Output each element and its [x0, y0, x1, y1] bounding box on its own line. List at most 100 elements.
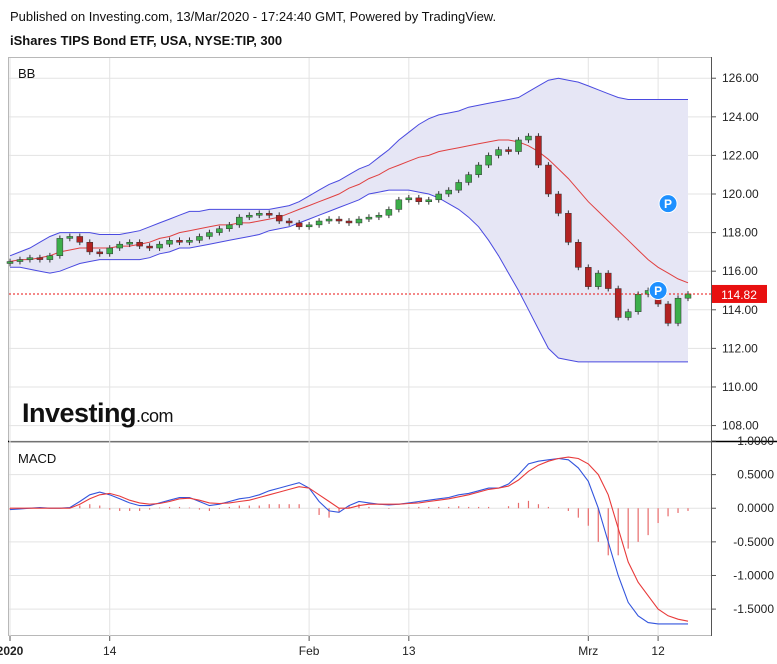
candle[interactable]	[465, 174, 472, 183]
candle[interactable]	[555, 193, 562, 214]
candle[interactable]	[405, 197, 413, 201]
candle[interactable]	[515, 139, 522, 152]
candle[interactable]	[315, 220, 323, 226]
candle[interactable]	[385, 209, 393, 216]
event-marker[interactable]	[658, 194, 678, 214]
candle[interactable]	[46, 255, 54, 260]
candle[interactable]	[216, 228, 223, 233]
macd-axis-label: 1.0000	[737, 434, 774, 448]
candle[interactable]	[176, 240, 183, 243]
candle[interactable]	[485, 155, 492, 166]
candle[interactable]	[96, 251, 103, 255]
candle[interactable]	[146, 245, 153, 249]
investing-logo: Investing.com	[22, 398, 174, 428]
candle[interactable]	[136, 241, 143, 247]
time-axis-label: Feb	[299, 644, 320, 658]
price-axis-label: 116.00	[722, 264, 758, 278]
candle[interactable]	[395, 199, 403, 210]
instrument-title: iShares TIPS Bond ETF, USA, NYSE:TIP, 30…	[10, 33, 283, 48]
candle[interactable]	[206, 232, 213, 237]
candle[interactable]	[126, 241, 133, 245]
time-axis-label: 14	[103, 644, 117, 658]
candle[interactable]	[186, 240, 193, 243]
candle[interactable]	[335, 218, 343, 222]
time-axis-label: 2020	[0, 644, 24, 658]
price-axis-label: 122.00	[722, 148, 759, 162]
candle[interactable]	[545, 164, 552, 195]
candle[interactable]	[166, 240, 173, 245]
event-marker-label: P	[654, 284, 662, 298]
price-axis-label: 110.00	[722, 380, 758, 394]
candle[interactable]	[116, 243, 123, 249]
candle[interactable]	[575, 241, 582, 268]
candle[interactable]	[156, 243, 163, 249]
candle[interactable]	[26, 257, 34, 260]
event-marker[interactable]	[648, 280, 668, 300]
candle[interactable]	[36, 257, 44, 260]
candle[interactable]	[595, 272, 602, 287]
candle[interactable]	[325, 218, 333, 222]
macd-axis-label: -1.5000	[733, 602, 774, 616]
price-axis-label: 124.00	[722, 110, 759, 124]
last-price-badge	[712, 284, 767, 303]
candle[interactable]	[525, 135, 532, 141]
candle[interactable]	[664, 303, 672, 324]
published-caption: Published on Investing.com, 13/Mar/2020 …	[10, 9, 497, 24]
candle[interactable]	[285, 220, 293, 224]
macd-axis-label: 0.0000	[737, 501, 774, 515]
candle[interactable]	[76, 236, 84, 243]
candle[interactable]	[565, 213, 572, 243]
candle[interactable]	[345, 220, 353, 224]
candle[interactable]	[265, 213, 273, 216]
candle[interactable]	[56, 238, 64, 257]
candle[interactable]	[275, 214, 283, 222]
candle[interactable]	[256, 213, 263, 216]
svg-text:Investing.com: Investing.com	[22, 398, 173, 428]
bb-pane-title: BB	[18, 66, 35, 81]
candle[interactable]	[6, 261, 14, 264]
candle[interactable]	[684, 293, 692, 299]
candle[interactable]	[305, 224, 313, 228]
candle[interactable]	[86, 241, 94, 253]
candle[interactable]	[246, 214, 253, 218]
candle[interactable]	[425, 199, 433, 202]
middle-band-line	[9, 139, 689, 284]
candle[interactable]	[634, 294, 642, 312]
candle[interactable]	[435, 193, 442, 201]
candle[interactable]	[66, 236, 74, 239]
lower-band-line	[10, 189, 688, 363]
price-axis-label: 126.00	[722, 71, 759, 85]
macd-line	[9, 457, 688, 625]
candle[interactable]	[585, 267, 592, 287]
candle[interactable]	[624, 311, 632, 318]
candle[interactable]	[455, 182, 462, 191]
candle[interactable]	[196, 236, 203, 241]
event-marker-label: P	[664, 197, 672, 211]
macd-axis-label: -1.0000	[733, 568, 774, 582]
candle[interactable]	[16, 259, 24, 262]
time-axis-label: 13	[402, 644, 416, 658]
candle[interactable]	[295, 222, 303, 228]
candle[interactable]	[475, 164, 482, 175]
price-axis-label: 108.00	[722, 419, 759, 433]
candle[interactable]	[674, 297, 682, 324]
candle[interactable]	[445, 189, 452, 195]
macd-pane-title: MACD	[18, 451, 56, 466]
candle[interactable]	[375, 214, 383, 218]
candle[interactable]	[355, 218, 363, 224]
time-axis-label: Mrz	[578, 644, 598, 658]
candle[interactable]	[365, 216, 373, 220]
candle[interactable]	[106, 247, 113, 255]
candle[interactable]	[495, 149, 502, 156]
price-axis-label: 112.00	[722, 341, 758, 355]
candle[interactable]	[535, 135, 542, 166]
logo-main: Investing	[22, 398, 136, 428]
candle[interactable]	[614, 288, 622, 318]
candle[interactable]	[226, 224, 233, 229]
candle[interactable]	[415, 197, 423, 202]
candle[interactable]	[505, 149, 512, 152]
price-axis-label: 114.00	[722, 303, 758, 317]
candle[interactable]	[604, 272, 612, 289]
candle[interactable]	[236, 216, 243, 226]
